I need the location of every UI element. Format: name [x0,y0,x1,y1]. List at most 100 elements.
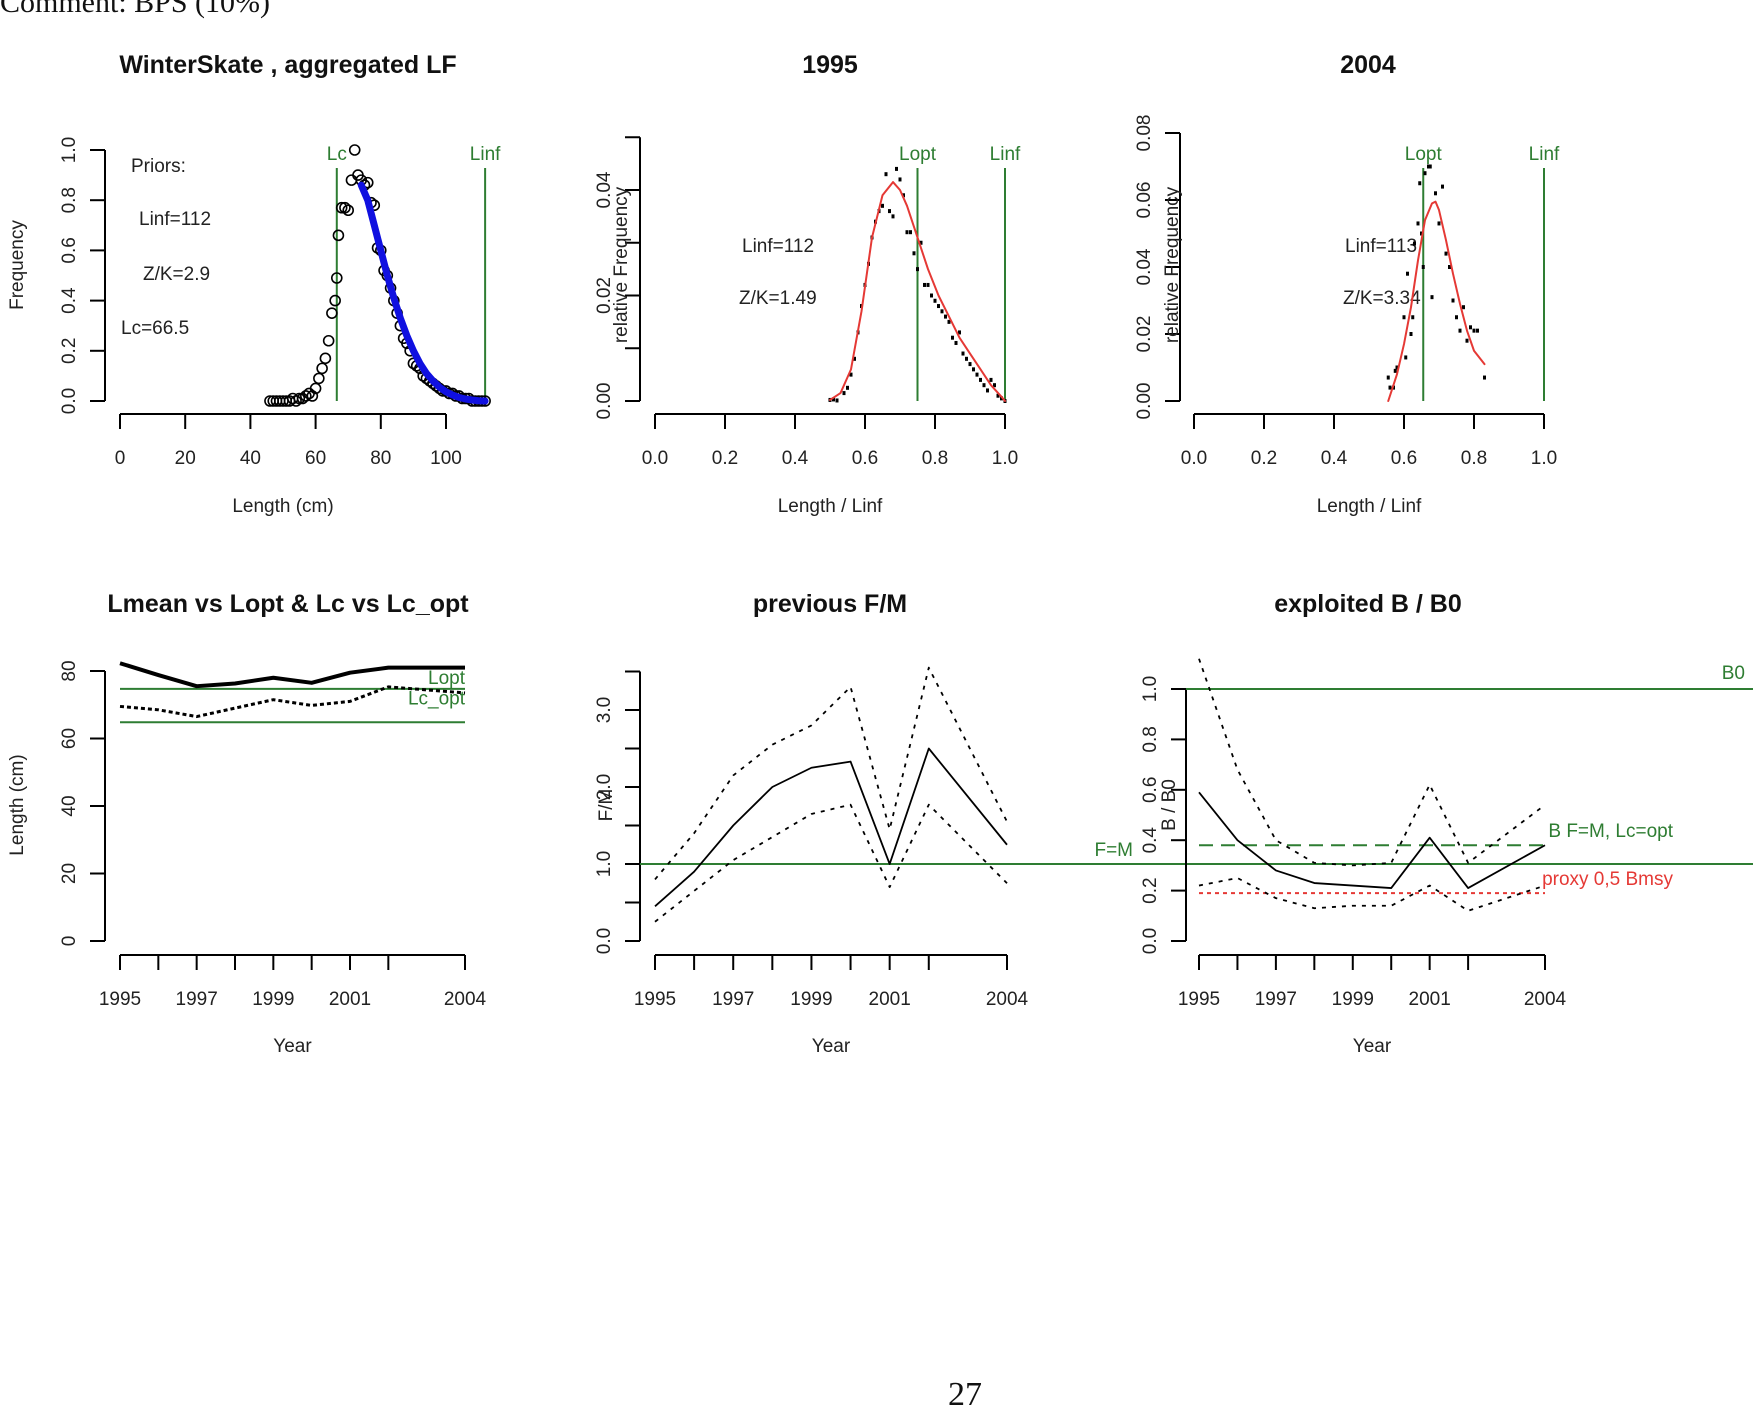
x-tick-label: 0 [115,448,126,469]
data-point [884,172,888,177]
data-point [1427,164,1430,169]
data-point [923,282,926,287]
annotation-text: Z/K=3.34 [1343,288,1421,309]
y-tick-label: 0.02 [594,277,615,314]
x-tick-label: 1999 [1332,989,1374,1010]
data-point [1458,328,1462,333]
y-tick-label: 0.0 [594,928,615,954]
y-axis-label: Frequency [7,220,28,310]
data-point [832,397,835,402]
data-point [1421,265,1425,269]
data-point [1430,295,1434,300]
y-tick-label: 0 [59,936,80,947]
annotation-text: Priors: [131,156,186,177]
data-point [1406,271,1409,276]
series-lmean [119,661,465,689]
data-point [842,391,846,396]
chart-panel-exploited-b-b0: exploited B / B0 1995 1997 1999 2001 2004 0.0 0… [1140,590,1753,1057]
ref-label-lopt: Lopt [1405,144,1443,165]
annotation-text: Linf=113 [1345,236,1417,257]
x-tick-label: 2001 [329,989,371,1010]
data-point [989,377,993,382]
data-point [947,319,951,324]
chart-panel-previous-fm: previous F/M 1995 1997 1999 2001 2004 0.0 1.0 2.… [594,590,1753,1057]
page-number: 27 [948,1376,982,1413]
data-point [1404,355,1408,360]
chart-title: previous F/M [753,590,907,618]
y-tick-label: 20 [59,863,80,884]
data-point [835,398,839,403]
data-point [996,393,1000,398]
series-lower [1198,877,1546,912]
chart-panel-year-1995: 1995 0.0 0.2 0.4 0.6 0.8 1.0 0.00 0.02 0.04 Length… [594,51,1021,517]
data-point [853,356,856,361]
data-point [1469,325,1472,330]
data-point [1462,305,1465,310]
hline-label-bfm: B F=M, Lc=opt [1548,821,1673,842]
series-lc [119,685,466,719]
chart-title: 2004 [1340,51,1396,79]
fitted-curve [1387,200,1486,402]
x-tick-label: 1995 [634,989,676,1010]
annotation-text: Linf=112 [742,236,814,257]
data-point [1448,265,1451,269]
data-point [961,351,965,356]
data-point [303,387,315,400]
y-tick-label: 0.8 [1140,726,1161,752]
data-point [330,272,343,284]
data-point [335,201,348,214]
y-tick-label: 1.0 [1140,676,1161,702]
data-point [895,166,898,171]
fitted-curve [829,181,1006,402]
hline-label-lc-opt: Lc_opt [408,688,466,709]
data-point [912,251,916,256]
data-point [1437,221,1441,226]
chart-panel-lmean-vs-lopt: Lmean vs Lopt & Lc vs Lc_opt 1995 1997 1999… [7,590,487,1057]
data-point [916,267,919,272]
y-tick-label: 0.6 [59,237,80,263]
data-point [332,229,345,242]
series-upper [1198,658,1546,867]
x-tick-label: 1.0 [1531,448,1557,469]
series-upper [654,666,1008,880]
chart-panel-aggregated-lf: WinterSkate , aggregated LF 0 20 40 60 80 100 0… [7,51,501,517]
data-point [888,209,891,214]
data-point [1451,298,1455,303]
data-point [891,214,895,219]
x-tick-label: 1999 [252,989,294,1010]
y-tick-label: 80 [59,660,80,681]
data-point [898,177,902,182]
data-point [944,314,947,319]
data-point [1423,171,1427,176]
data-point [306,390,319,402]
x-tick-label: 0.8 [922,448,948,469]
y-tick-label: 0.2 [1140,877,1161,903]
x-tick-label: 1997 [176,989,218,1010]
hline-label-f-eq-m: F=M [1094,840,1133,861]
series-f-m [654,747,1008,908]
y-tick-label: 1.0 [594,851,615,877]
x-tick-label: 0.6 [1391,448,1417,469]
data-point [1000,396,1003,401]
data-point [968,362,972,367]
x-tick-label: 0.4 [1321,448,1348,469]
ref-label-lopt: Lopt [899,144,937,165]
x-tick-label: 100 [430,448,462,469]
hline-label-b0: B0 [1722,663,1745,684]
data-point [1409,332,1413,336]
x-tick-label: 2001 [869,989,911,1010]
data-point [881,203,884,208]
page-caption: Comment: BPS (10%) [0,0,271,19]
x-tick-label: 1997 [712,989,754,1010]
data-point [975,372,979,377]
x-tick-label: 1997 [1255,989,1297,1010]
data-point [1386,375,1390,380]
x-tick-label: 60 [305,448,326,469]
data-point [979,377,982,382]
data-point [1402,315,1406,320]
data-point [1472,328,1476,333]
data-point [1444,251,1448,256]
data-point [1465,338,1469,343]
data-point [982,383,986,388]
